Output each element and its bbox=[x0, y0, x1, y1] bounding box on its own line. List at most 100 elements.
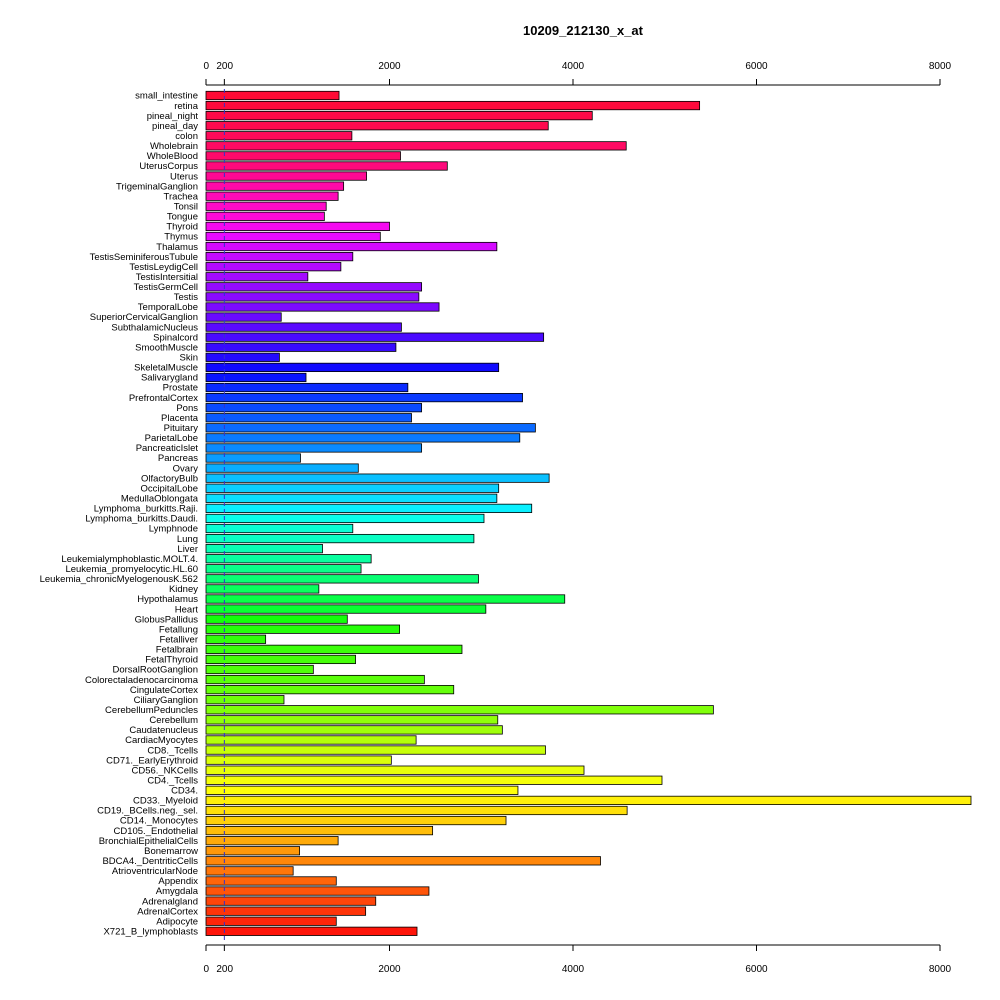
category-label: Heart bbox=[175, 604, 199, 615]
category-label: Fetalliver bbox=[159, 634, 198, 645]
bar-Heart bbox=[205, 604, 487, 614]
category-label: DorsalRootGanglion bbox=[112, 665, 198, 676]
bar-Leukemialymphoblastic.MOLT.4. bbox=[205, 554, 372, 564]
category-label: AdrenalCortex bbox=[137, 906, 198, 917]
bar-Thalamus bbox=[205, 241, 498, 252]
tick-label: 200 bbox=[216, 61, 233, 72]
bar-Liver bbox=[205, 544, 323, 554]
bar-PrefrontalCortex bbox=[205, 392, 523, 403]
bar-TestisGermCell bbox=[205, 282, 423, 292]
category-label: CD71._EarlyErythroid bbox=[106, 755, 198, 766]
category-label: CD105._Endothelial bbox=[113, 826, 198, 837]
bar-MedullaOblongata bbox=[205, 493, 498, 503]
category-label: Appendix bbox=[158, 876, 198, 887]
tick-label: 4000 bbox=[562, 964, 585, 975]
category-label: Leukemia_chronicMyelogenousK.562 bbox=[40, 574, 198, 585]
bar-Cerebellum bbox=[205, 715, 499, 725]
bar-CD14._Monocytes bbox=[205, 815, 507, 826]
bar-Fetalbrain bbox=[205, 644, 463, 654]
category-label: Trachea bbox=[164, 191, 199, 202]
bar-CiliaryGanglion bbox=[205, 695, 285, 705]
bars bbox=[205, 90, 972, 936]
tick-label: 6000 bbox=[745, 964, 768, 975]
category-label: Lymphoma_burkitts.Raji. bbox=[94, 504, 198, 515]
category-label: ParietalLobe bbox=[145, 433, 198, 444]
category-label: Caudatenucleus bbox=[129, 725, 198, 736]
bar-Wholebrain bbox=[205, 141, 627, 151]
bar-small_intestine bbox=[205, 90, 340, 101]
bar-Colorectaladenocarcinoma bbox=[205, 674, 425, 685]
bar-FetalThyroid bbox=[205, 654, 356, 665]
category-label: Fetallung bbox=[159, 624, 198, 635]
bar-Pancreas bbox=[205, 453, 301, 463]
bar-Bonemarrow bbox=[205, 846, 300, 856]
bar-CD71._EarlyErythroid bbox=[205, 755, 392, 765]
category-label: OlfactoryBulb bbox=[141, 473, 198, 484]
bar-TestisLeydigCell bbox=[205, 262, 342, 272]
bar-SmoothMuscle bbox=[205, 342, 397, 352]
category-label: Tonsil bbox=[174, 201, 198, 212]
category-label: GlobusPallidus bbox=[135, 614, 199, 625]
bar-DorsalRootGanglion bbox=[205, 664, 314, 675]
bar-TrigeminalGanglion bbox=[205, 181, 345, 191]
bar-Ovary bbox=[205, 463, 359, 473]
bar-Salivarygland bbox=[205, 372, 307, 383]
category-label: Pons bbox=[176, 403, 198, 414]
bar-SuperiorCervicalGanglion bbox=[205, 312, 282, 322]
category-label: Thymus bbox=[164, 232, 198, 243]
bar-Skin bbox=[205, 352, 280, 362]
bar-Hypothalamus bbox=[205, 594, 566, 604]
bar-SkeletalMuscle bbox=[205, 362, 500, 372]
category-label: AtrioventricularNode bbox=[112, 866, 198, 877]
bar-Appendix bbox=[205, 876, 337, 886]
bar-Uterus bbox=[205, 171, 367, 181]
bar-Pituitary bbox=[205, 423, 536, 433]
chart-title: 10209_212130_x_at bbox=[523, 23, 644, 38]
category-label: Testis bbox=[174, 292, 199, 303]
category-label: Adrenalgland bbox=[142, 896, 198, 907]
tick-label: 8000 bbox=[929, 61, 952, 72]
bar-CD8._Tcells bbox=[205, 745, 546, 755]
bar-OlfactoryBulb bbox=[205, 473, 550, 483]
category-label: pineal_day bbox=[152, 121, 198, 132]
category-label: CD19._BCells.neg._sel. bbox=[97, 806, 198, 817]
bar-CD33._Myeloid bbox=[205, 795, 972, 806]
tick-label: 6000 bbox=[745, 61, 768, 72]
category-label: Amygdala bbox=[156, 886, 199, 897]
category-label: Ovary bbox=[173, 463, 199, 474]
category-label: TestisSeminiferousTubule bbox=[90, 252, 198, 263]
category-label: TrigeminalGanglion bbox=[116, 181, 198, 192]
bar-CD19._BCells.neg._sel. bbox=[205, 805, 628, 816]
category-label: Fetalbrain bbox=[156, 645, 198, 656]
tick-label: 8000 bbox=[929, 964, 952, 975]
tick-label: 200 bbox=[216, 964, 233, 975]
category-label: TestisGermCell bbox=[134, 282, 198, 293]
bar-BronchialEpithelialCells bbox=[205, 836, 339, 846]
category-label: WholeBlood bbox=[147, 151, 198, 162]
category-label: Liver bbox=[177, 544, 198, 555]
category-label: colon bbox=[175, 131, 198, 142]
category-label: Colorectaladenocarcinoma bbox=[85, 675, 199, 686]
category-label: Lung bbox=[177, 534, 198, 545]
bar-Testis bbox=[205, 292, 420, 302]
bar-Tongue bbox=[205, 211, 325, 221]
category-label: retina bbox=[174, 101, 198, 112]
tick-label: 0 bbox=[203, 964, 209, 975]
bar-Fetallung bbox=[205, 624, 400, 634]
bar-BDCA4._DentriticCells bbox=[205, 856, 601, 866]
category-label: BDCA4._DentriticCells bbox=[102, 856, 198, 867]
category-label: PrefrontalCortex bbox=[129, 393, 198, 404]
bar-Amygdala bbox=[205, 886, 430, 896]
category-label: CD33._Myeloid bbox=[133, 796, 198, 807]
bar-retina bbox=[205, 100, 701, 111]
bar-Adrenalgland bbox=[205, 896, 377, 906]
bar-CD4._Tcells bbox=[205, 775, 663, 785]
category-label: CerebellumPeduncles bbox=[105, 705, 198, 716]
category-label: SkeletalMuscle bbox=[134, 363, 198, 374]
category-label: CD56._NKCells bbox=[131, 765, 198, 776]
bar-Lymphoma_burkitts.Daudi. bbox=[205, 513, 485, 524]
category-label: Leukemialymphoblastic.MOLT.4. bbox=[61, 554, 198, 565]
bar-Placenta bbox=[205, 413, 412, 423]
category-label: Bonemarrow bbox=[144, 846, 198, 857]
